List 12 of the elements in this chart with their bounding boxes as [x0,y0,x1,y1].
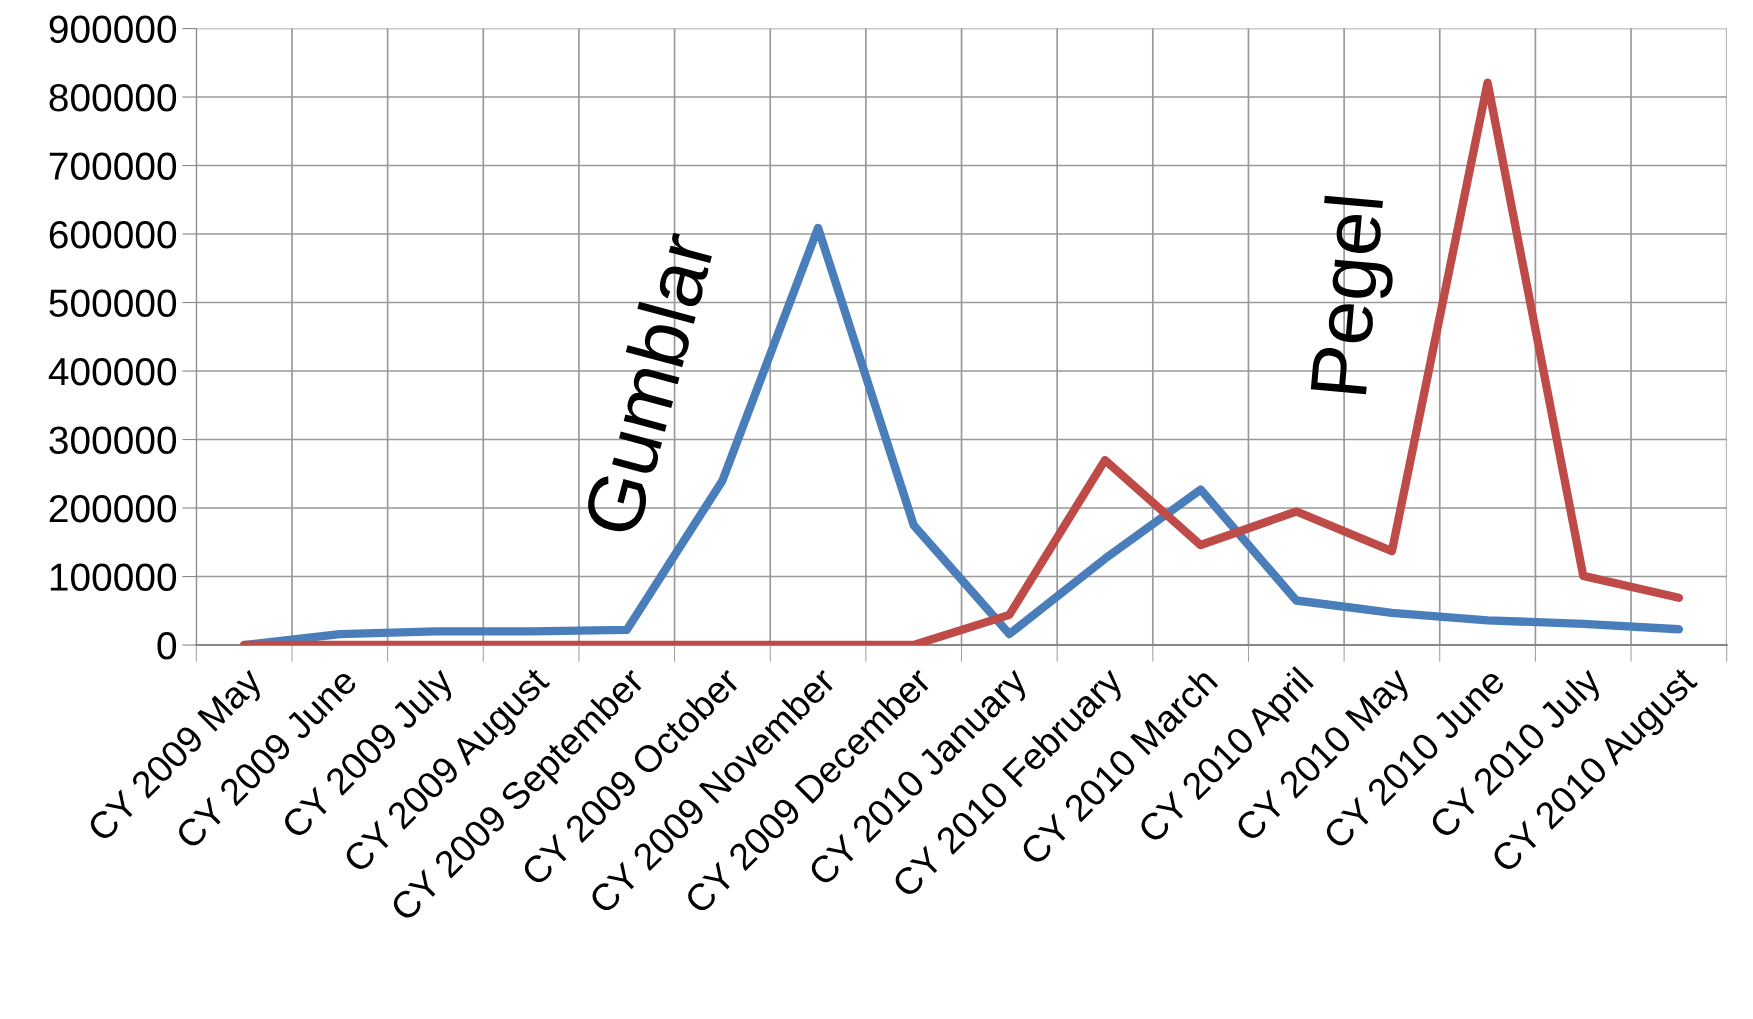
y-tick-label: 300000 [49,426,177,454]
y-tick-label: 900000 [49,15,177,44]
y-tick-label: 200000 [49,494,177,523]
text: Gumblar [580,228,716,538]
y-tick-label: 700000 [49,152,177,180]
y-tick-label: 500000 [49,289,177,317]
y-tick-label: 400000 [48,357,177,386]
y-tick-label: 100000 [50,563,177,591]
y-tick-label: 0 [157,631,177,660]
y-tick-label: 800000 [49,83,177,112]
text: Pegel [1307,195,1400,396]
y-tick-label: 600000 [49,220,177,249]
